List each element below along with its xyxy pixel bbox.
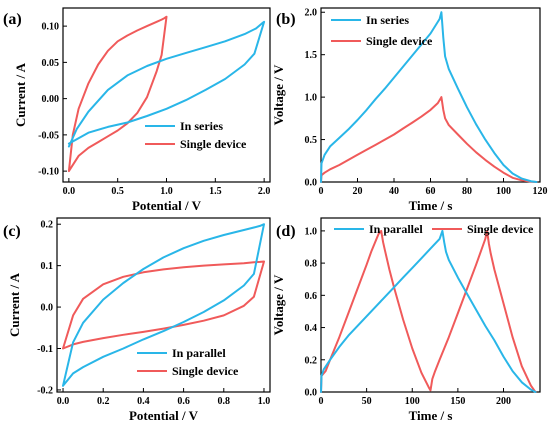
y-tick-label: 0.05 (42, 58, 60, 69)
panel-a: 0.0 0.5 1.0 1.5 2.0 -0.10 -0.05 0.00 0.05 0.10 Pot… (3, 7, 271, 213)
x-tick-label: 120 (533, 186, 548, 197)
series-line-in-parallel (320, 229, 537, 393)
y-tick-label: 2.0 (305, 8, 318, 19)
plot-frame (56, 217, 271, 393)
legend-label: Single device (467, 222, 534, 236)
series-line-in-series (67, 20, 266, 148)
series-line-in-series (320, 11, 538, 183)
y-tick-label: -0.2 (37, 385, 53, 396)
y-tick-label: -0.05 (38, 130, 59, 141)
y-tick-label: 0.10 (42, 22, 60, 33)
legend: In series Single device (331, 13, 433, 48)
y-tick-label: 0.0 (305, 178, 318, 189)
y-tick-label: 0.6 (305, 291, 318, 302)
x-axis-label: Time / s (409, 198, 453, 213)
y-tick-label: 0.5 (305, 135, 318, 146)
series-line-in-parallel (62, 223, 265, 387)
x-tick-label: 0.0 (57, 396, 70, 407)
x-tick-label: 1.5 (209, 186, 222, 197)
y-axis-label: Current / A (7, 272, 22, 337)
series-line-single-device (67, 15, 168, 173)
x-tick-label: 0.2 (97, 396, 110, 407)
y-tick-label: -0.10 (38, 167, 59, 178)
y-axis-label: Current / A (13, 62, 28, 127)
legend-label: In parallel (172, 346, 226, 360)
x-tick-label: 100 (405, 396, 420, 407)
x-axis-label: Potential / V (132, 198, 202, 213)
y-tick-label: 0.2 (41, 220, 54, 231)
y-axis-label: Voltage / V (271, 274, 286, 335)
x-tick-label: 0.8 (218, 396, 231, 407)
y-tick-label: 0.1 (41, 261, 54, 272)
legend-label: In series (180, 119, 223, 133)
x-tick-label: 80 (462, 186, 472, 197)
x-axis-label: Potential / V (129, 408, 199, 423)
x-tick-label: 60 (426, 186, 436, 197)
series-line-single-device (62, 260, 265, 350)
legend-label: In series (366, 13, 409, 27)
legend-label: Single device (172, 364, 239, 378)
plot-frame (320, 217, 541, 393)
y-tick-label: 0.0 (41, 303, 54, 314)
x-tick-label: 0.0 (63, 186, 76, 197)
x-tick-label: 0.4 (137, 396, 150, 407)
y-tick-label: 0.4 (305, 323, 318, 334)
x-axis-label: Time / s (409, 408, 453, 423)
panel-d: 0 50 100 150 200 0.0 0.2 0.4 0.6 0.8 1.0 Time / s Vo… (271, 217, 541, 423)
legend: In series Single device (145, 119, 247, 151)
x-tick-label: 100 (496, 186, 511, 197)
panel-label: (c) (3, 223, 21, 240)
series-line-single-device (320, 229, 537, 393)
panel-label: (b) (276, 11, 296, 28)
y-tick-label: 1.0 (305, 93, 318, 104)
legend-label: Single device (366, 34, 433, 48)
legend: In parallel Single device (137, 346, 239, 378)
x-tick-label: 0 (319, 186, 324, 197)
y-tick-label: 0.8 (305, 259, 318, 270)
plot-frame (62, 7, 271, 183)
legend-label: Single device (180, 137, 247, 151)
y-tick-label: 0.0 (305, 388, 318, 399)
y-tick-label: 0.2 (305, 355, 318, 366)
x-tick-label: 150 (450, 396, 465, 407)
y-axis-label: Voltage / V (271, 64, 286, 125)
x-tick-label: 40 (389, 186, 399, 197)
x-tick-label: 0.5 (111, 186, 124, 197)
panel-b: 0 20 40 60 80 100 120 0.0 0.5 1.0 1.5 2.0 Time / s Vo… (271, 7, 548, 213)
panel-label: (a) (3, 11, 22, 28)
y-tick-label: 1.5 (305, 50, 318, 61)
x-tick-label: 20 (353, 186, 363, 197)
x-tick-label: 1.0 (258, 396, 271, 407)
x-tick-label: 0 (319, 396, 324, 407)
y-tick-label: -0.1 (37, 344, 53, 355)
x-tick-label: 1.0 (160, 186, 173, 197)
x-tick-label: 0.6 (177, 396, 190, 407)
series-line-single-device (320, 96, 538, 183)
x-tick-label: 200 (496, 396, 511, 407)
legend: In parallel Single device (334, 222, 534, 236)
x-tick-label: 2.0 (258, 186, 271, 197)
y-tick-label: 0.00 (42, 94, 60, 105)
panel-label: (d) (276, 223, 296, 240)
legend-label: In parallel (369, 222, 423, 236)
panel-c: 0.0 0.2 0.4 0.6 0.8 1.0 -0.2 -0.1 0.0 0.1 0.2 Poten… (3, 217, 271, 423)
y-tick-label: 1.0 (305, 226, 318, 237)
x-tick-label: 50 (362, 396, 372, 407)
